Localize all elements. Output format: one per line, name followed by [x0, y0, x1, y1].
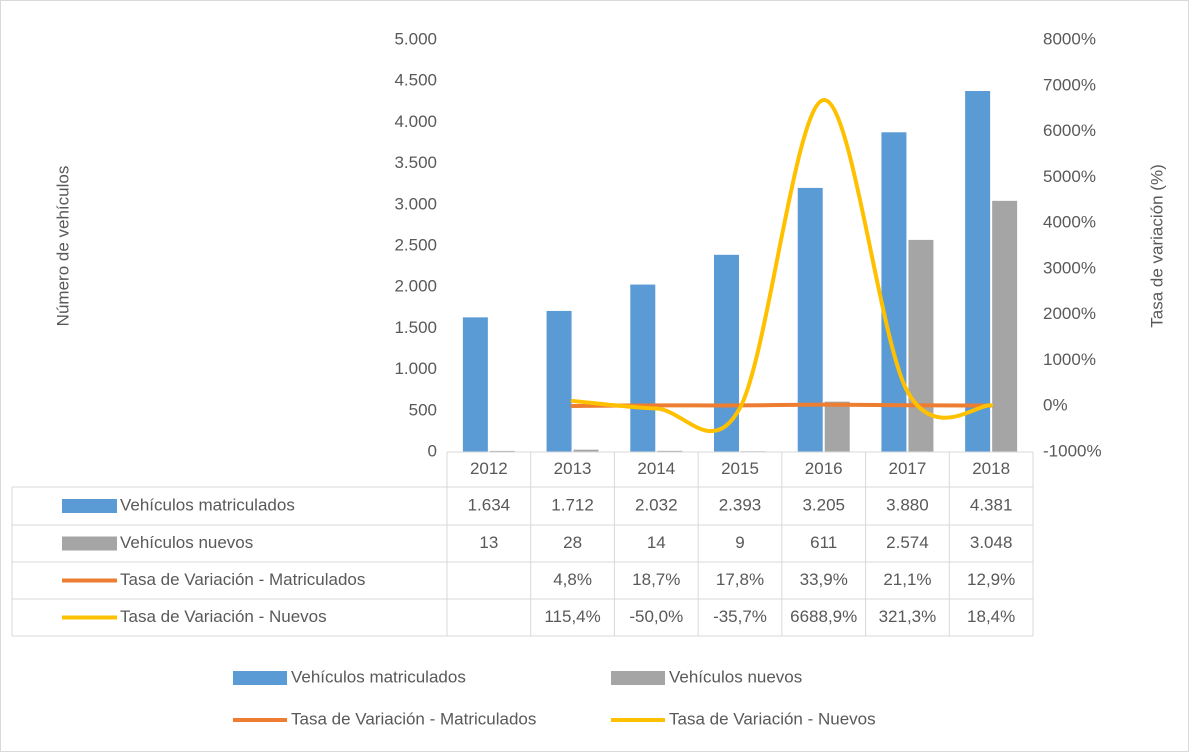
y2-tick-label: 8000%: [1043, 29, 1096, 48]
table-cell: 9: [735, 533, 744, 552]
line: [570, 98, 994, 434]
table-cell: 14: [647, 533, 666, 552]
table-row-label: Tasa de Variación - Matriculados: [120, 570, 365, 589]
y2-tick-label: 2000%: [1043, 304, 1096, 323]
y-tick-label: 2.500: [394, 235, 437, 254]
y-tick-label: 4.000: [394, 112, 437, 131]
bar: [881, 132, 907, 452]
table-cell: 115,4%: [544, 607, 600, 626]
bar: [965, 91, 991, 452]
bar: [824, 401, 850, 452]
y2-tick-label: 1000%: [1043, 350, 1096, 369]
legend-key: [62, 499, 117, 513]
table-cell: 12,9%: [967, 570, 1015, 589]
x-tick-label: 2014: [637, 459, 675, 478]
bar: [714, 254, 739, 452]
y2-axis-title: Tasa de variación (%): [1147, 164, 1166, 327]
y-axis-title: Número de vehículos: [53, 166, 72, 327]
x-tick-label: 2013: [554, 459, 592, 478]
table-cell: 2.393: [719, 495, 762, 514]
table-cell: 1.634: [468, 495, 511, 514]
bar: [992, 200, 1018, 452]
table-cell: 18,7%: [632, 570, 680, 589]
bar: [797, 187, 823, 452]
legend-label: Tasa de Variación - Nuevos: [669, 709, 876, 728]
legend-label: Vehículos matriculados: [291, 667, 466, 686]
x-tick-label: 2018: [972, 459, 1010, 478]
table-cell: 321,3%: [879, 607, 937, 626]
table-row-label: Vehículos nuevos: [120, 533, 253, 552]
table-cell: 2.032: [635, 495, 678, 514]
table-cell: 4.381: [970, 495, 1013, 514]
table-row-label: Tasa de Variación - Nuevos: [120, 607, 327, 626]
y-tick-label: 1.000: [394, 359, 437, 378]
table-cell: -50,0%: [629, 607, 683, 626]
y2-tick-label: 7000%: [1043, 75, 1096, 94]
legend-label: Vehículos nuevos: [669, 667, 802, 686]
table-cell: -35,7%: [713, 607, 767, 626]
table-row-label: Vehículos matriculados: [120, 495, 295, 514]
y2-tick-label: 3000%: [1043, 258, 1096, 277]
bar: [908, 239, 934, 452]
table-cell: 21,1%: [883, 570, 931, 589]
table-cell: 3.048: [970, 533, 1013, 552]
bar: [462, 317, 488, 452]
table-cell: 3.205: [802, 495, 845, 514]
x-tick-label: 2016: [805, 459, 843, 478]
y-tick-label: 3.000: [394, 194, 437, 213]
legend-key: [233, 671, 287, 685]
table-cell: 33,9%: [800, 570, 848, 589]
legend-key: [611, 671, 665, 685]
y-tick-label: 3.500: [394, 153, 437, 172]
table-cell: 2.574: [886, 533, 929, 552]
table-cell: 18,4%: [967, 607, 1015, 626]
table-cell: 611: [810, 533, 837, 552]
table-cell: 28: [563, 533, 582, 552]
y2-tick-label: 4000%: [1043, 213, 1096, 232]
legend-label: Tasa de Variación - Matriculados: [291, 709, 536, 728]
table-cell: 1.712: [551, 495, 594, 514]
y-tick-label: 0: [428, 441, 437, 460]
bar: [573, 449, 599, 452]
legend-key: [62, 536, 117, 551]
bar: [546, 310, 572, 452]
table-cell: 17,8%: [716, 570, 764, 589]
x-tick-label: 2012: [470, 459, 508, 478]
bar: [489, 450, 515, 452]
bar: [630, 284, 656, 452]
y2-tick-label: 5000%: [1043, 167, 1096, 186]
y-tick-label: 2.000: [394, 277, 437, 296]
bar: [657, 450, 683, 452]
y2-tick-label: 0%: [1043, 396, 1068, 415]
table-cell: 3.880: [886, 495, 929, 514]
y2-tick-label: 6000%: [1043, 121, 1096, 140]
y-tick-label: 500: [409, 400, 437, 419]
y-tick-label: 5.000: [394, 29, 437, 48]
table-cell: 6688,9%: [790, 607, 857, 626]
y-tick-label: 1.500: [394, 318, 437, 337]
y-tick-label: 4.500: [394, 71, 437, 90]
table-cell: 4,8%: [553, 570, 592, 589]
y2-tick-label: -1000%: [1043, 441, 1102, 460]
x-tick-label: 2017: [889, 459, 927, 478]
x-tick-label: 2015: [721, 459, 759, 478]
table-cell: 13: [479, 533, 498, 552]
